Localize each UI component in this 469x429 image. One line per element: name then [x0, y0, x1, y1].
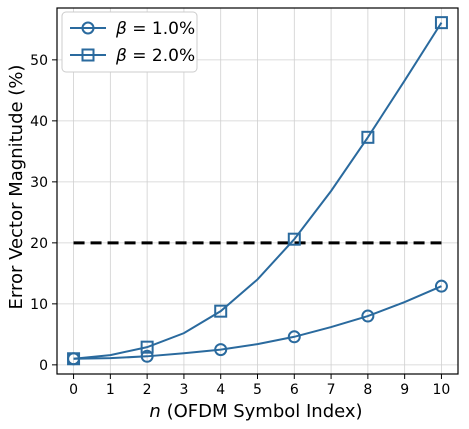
x-axis-label: n (OFDM Symbol Index) [149, 401, 362, 422]
x-tick-label: 7 [327, 382, 336, 398]
series-line-2 [73, 22, 443, 360]
series-1-point [140, 349, 154, 363]
x-tick-label: 10 [433, 382, 451, 398]
series-1-point [361, 309, 375, 323]
y-tick-label: 50 [30, 53, 48, 69]
y-tick-label: 0 [39, 358, 48, 374]
x-tick-label: 3 [179, 382, 188, 398]
x-tick-label: 1 [106, 382, 115, 398]
series-2-point [287, 232, 301, 246]
y-tick-label: 40 [30, 114, 48, 130]
y-tick-label: 30 [30, 175, 48, 191]
series-2-point [214, 304, 228, 318]
y-tick-label: 10 [30, 297, 48, 313]
series-1-point [434, 279, 448, 293]
legend-label-beta-1: β = 1.0% [115, 19, 195, 39]
y-tick-label: 20 [30, 236, 48, 252]
x-tick-label: 5 [253, 382, 262, 398]
series-1-point [287, 330, 301, 344]
x-tick-label: 2 [143, 382, 152, 398]
plot-frame [56, 7, 459, 375]
legend: β = 1.0% β = 2.0% [61, 11, 198, 73]
x-tick-label: 8 [363, 382, 372, 398]
x-tick-label: 0 [69, 382, 78, 398]
grid-lines [57, 8, 458, 374]
series-2-point [434, 16, 448, 30]
series-line-1 [73, 285, 442, 360]
x-tick-label: 4 [216, 382, 225, 398]
legend-square-marker [81, 48, 95, 62]
series-group [67, 16, 448, 366]
series-2-point [67, 352, 81, 366]
series-2-point [361, 130, 375, 144]
series-2-point [140, 340, 154, 354]
x-tick-label: 9 [400, 382, 409, 398]
legend-label-beta-2: β = 2.0% [115, 46, 195, 66]
legend-circle-marker [81, 21, 95, 35]
x-ticks: 0 1 2 3 4 5 6 7 8 9 10 [69, 374, 450, 398]
y-ticks: 0 10 20 30 40 50 [30, 53, 57, 374]
x-tick-label: 6 [290, 382, 299, 398]
series-1-point [214, 343, 228, 357]
y-axis-label: Error Vector Magnitude (%) [6, 65, 27, 310]
